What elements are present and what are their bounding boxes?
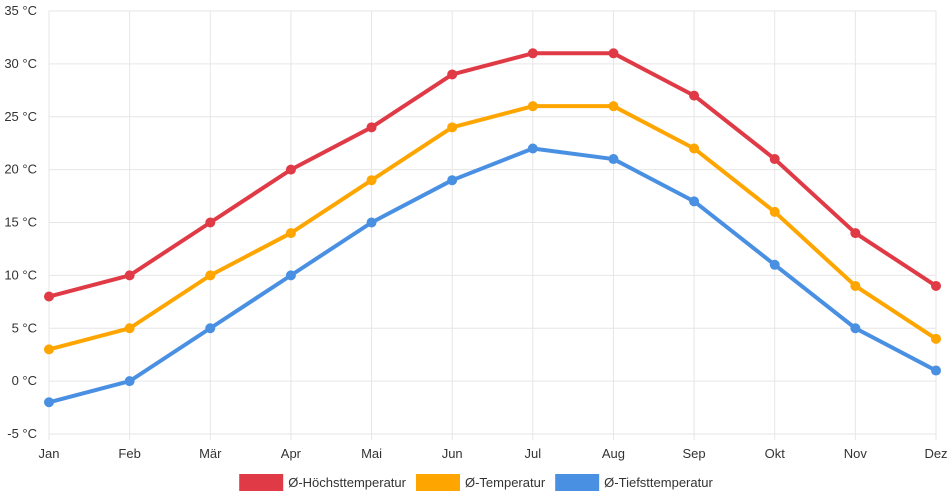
- series-line: [47, 146, 938, 405]
- x-tick-label: Mai: [361, 446, 382, 461]
- y-tick-label: 20 °C: [4, 162, 37, 177]
- data-point[interactable]: [527, 48, 538, 59]
- data-point[interactable]: [850, 280, 861, 291]
- series-lines: [44, 48, 941, 408]
- data-point[interactable]: [366, 175, 377, 186]
- data-point[interactable]: [608, 48, 619, 59]
- y-tick-label: 0 °C: [12, 373, 37, 388]
- y-tick-label: 10 °C: [4, 267, 37, 282]
- series-line: [47, 104, 938, 352]
- legend: Ø-Höchsttemperatur Ø-Temperatur Ø-Tiefstte…: [239, 474, 713, 491]
- data-point[interactable]: [608, 154, 619, 165]
- y-tick-label: -5 °C: [7, 426, 37, 441]
- legend-label: Ø-Temperatur: [465, 475, 546, 490]
- data-point[interactable]: [850, 228, 861, 239]
- x-tick-label: Feb: [118, 446, 140, 461]
- x-tick-label: Mär: [199, 446, 222, 461]
- axes: -5 °C 0 °C 5 °C 10 °C 15 °C 20 °C 25 °C 30 °C 35…: [4, 3, 947, 461]
- data-point[interactable]: [285, 228, 296, 239]
- data-point[interactable]: [285, 270, 296, 281]
- data-point[interactable]: [447, 122, 458, 133]
- legend-label: Ø-Höchsttemperatur: [288, 475, 406, 490]
- legend-swatch: [555, 474, 600, 491]
- data-point[interactable]: [769, 206, 780, 217]
- data-point[interactable]: [366, 122, 377, 133]
- y-tick-label: 5 °C: [12, 320, 37, 335]
- y-tick-label: 25 °C: [4, 109, 37, 124]
- y-tick-label: 15 °C: [4, 215, 37, 230]
- data-point[interactable]: [124, 323, 135, 334]
- legend-item[interactable]: Ø-Tiefsttemperatur: [555, 474, 713, 491]
- legend-label: Ø-Tiefsttemperatur: [604, 475, 713, 490]
- x-tick-label: Aug: [602, 446, 625, 461]
- data-point[interactable]: [689, 143, 700, 154]
- x-tick-label: Dez: [924, 446, 947, 461]
- data-point[interactable]: [124, 270, 135, 281]
- x-tick-label: Sep: [683, 446, 706, 461]
- data-point[interactable]: [44, 397, 54, 408]
- legend-item[interactable]: Ø-Höchsttemperatur: [239, 474, 407, 491]
- series-line: [47, 51, 938, 299]
- legend-swatch: [239, 474, 284, 491]
- data-point[interactable]: [850, 323, 861, 334]
- data-point[interactable]: [366, 217, 377, 228]
- data-point[interactable]: [608, 101, 619, 112]
- data-point[interactable]: [205, 217, 216, 228]
- data-point[interactable]: [44, 291, 54, 302]
- data-point[interactable]: [447, 175, 458, 186]
- data-point[interactable]: [527, 143, 538, 154]
- legend-swatch: [415, 474, 460, 491]
- data-point[interactable]: [769, 259, 780, 270]
- data-point[interactable]: [44, 344, 54, 355]
- legend-item[interactable]: Ø-Temperatur: [415, 474, 546, 491]
- x-tick-label: Apr: [281, 446, 302, 461]
- data-point[interactable]: [931, 333, 941, 344]
- data-point[interactable]: [689, 90, 700, 101]
- data-point[interactable]: [285, 164, 296, 175]
- x-tick-label: Nov: [844, 446, 868, 461]
- x-tick-label: Jul: [525, 446, 542, 461]
- data-point[interactable]: [205, 270, 216, 281]
- grid: [48, 10, 937, 440]
- y-tick-label: 35 °C: [4, 3, 37, 18]
- data-point[interactable]: [527, 101, 538, 112]
- y-tick-label: 30 °C: [4, 56, 37, 71]
- data-point[interactable]: [769, 154, 780, 165]
- x-tick-label: Okt: [765, 446, 786, 461]
- x-tick-label: Jan: [39, 446, 60, 461]
- data-point[interactable]: [447, 69, 458, 80]
- x-tick-label: Jun: [442, 446, 463, 461]
- data-point[interactable]: [124, 376, 135, 387]
- data-point[interactable]: [931, 365, 941, 376]
- data-point[interactable]: [689, 196, 700, 207]
- data-point[interactable]: [205, 323, 216, 334]
- data-point[interactable]: [931, 280, 941, 291]
